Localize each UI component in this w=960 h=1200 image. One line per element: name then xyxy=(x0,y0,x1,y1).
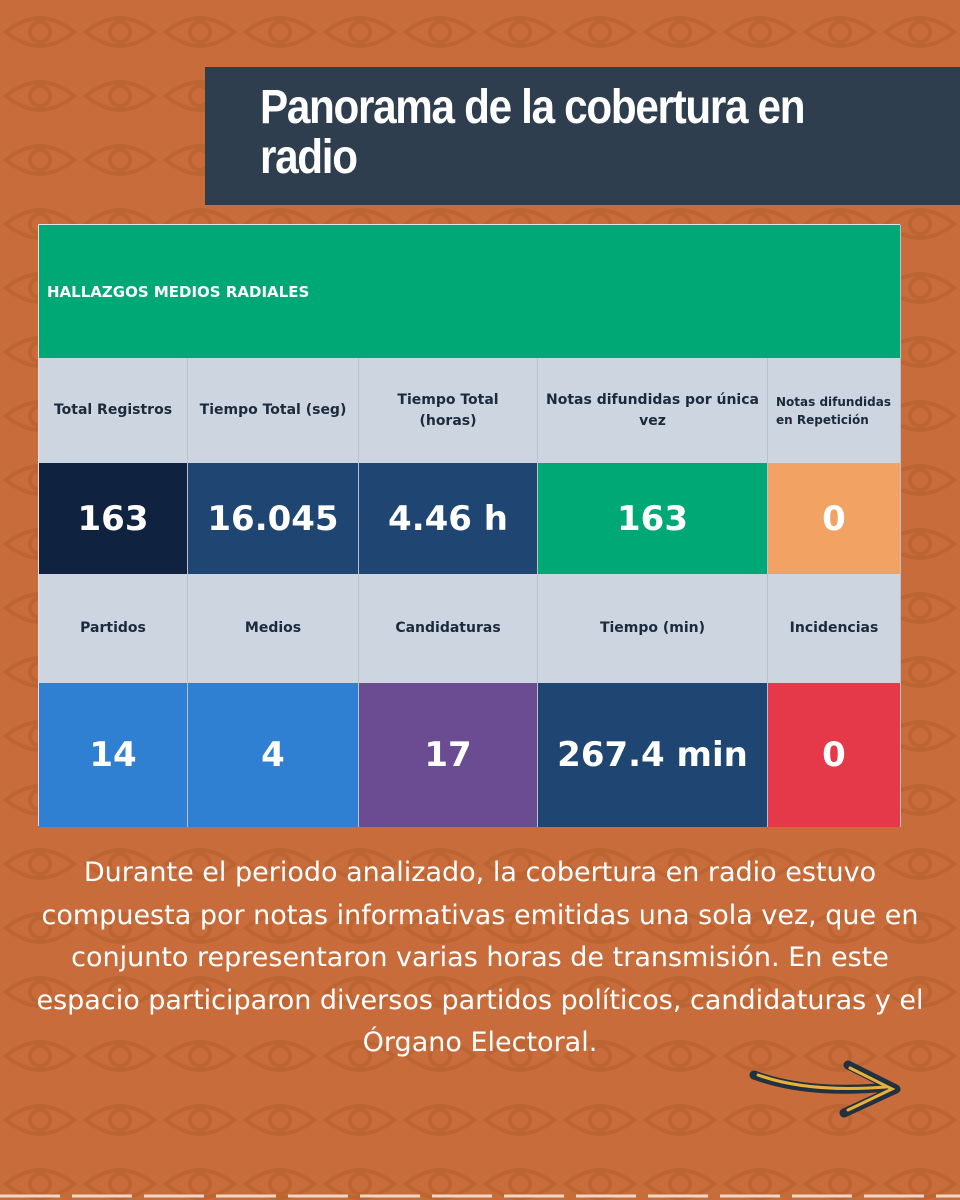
summary-paragraph: Durante el periodo analizado, la cobertu… xyxy=(36,857,924,1058)
findings-table: HALLAZGOS MEDIOS RADIALES Total Registro… xyxy=(38,224,901,827)
stat-value: 4.46 h xyxy=(359,463,538,574)
stat-value: 4 xyxy=(188,683,359,827)
column-header: Notas difundidas por única vez xyxy=(538,358,768,463)
next-arrow xyxy=(749,1060,901,1118)
column-header: Medios xyxy=(188,574,359,683)
column-header: Notas difundidas en Repetición xyxy=(768,358,901,463)
column-header: Tiempo Total (horas) xyxy=(359,358,538,463)
stat-value: 0 xyxy=(768,463,901,574)
stat-value: 267.4 min xyxy=(538,683,768,827)
stat-value: 14 xyxy=(39,683,188,827)
stat-value: 163 xyxy=(39,463,188,574)
title: Panorama de la cobertura en radio xyxy=(260,81,806,184)
column-header: Tiempo (min) xyxy=(538,574,768,683)
column-header: Partidos xyxy=(39,574,188,683)
table-title: HALLAZGOS MEDIOS RADIALES xyxy=(39,225,901,358)
column-header: Incidencias xyxy=(768,574,901,683)
column-header: Tiempo Total (seg) xyxy=(188,358,359,463)
stat-value: 0 xyxy=(768,683,901,827)
stat-value: 17 xyxy=(359,683,538,827)
stat-value: 16.045 xyxy=(188,463,359,574)
title-box: Panorama de la cobertura en radio xyxy=(205,67,960,205)
column-header: Candidaturas xyxy=(359,574,538,683)
column-header: Total Registros xyxy=(39,358,188,463)
stat-value: 163 xyxy=(538,463,768,574)
